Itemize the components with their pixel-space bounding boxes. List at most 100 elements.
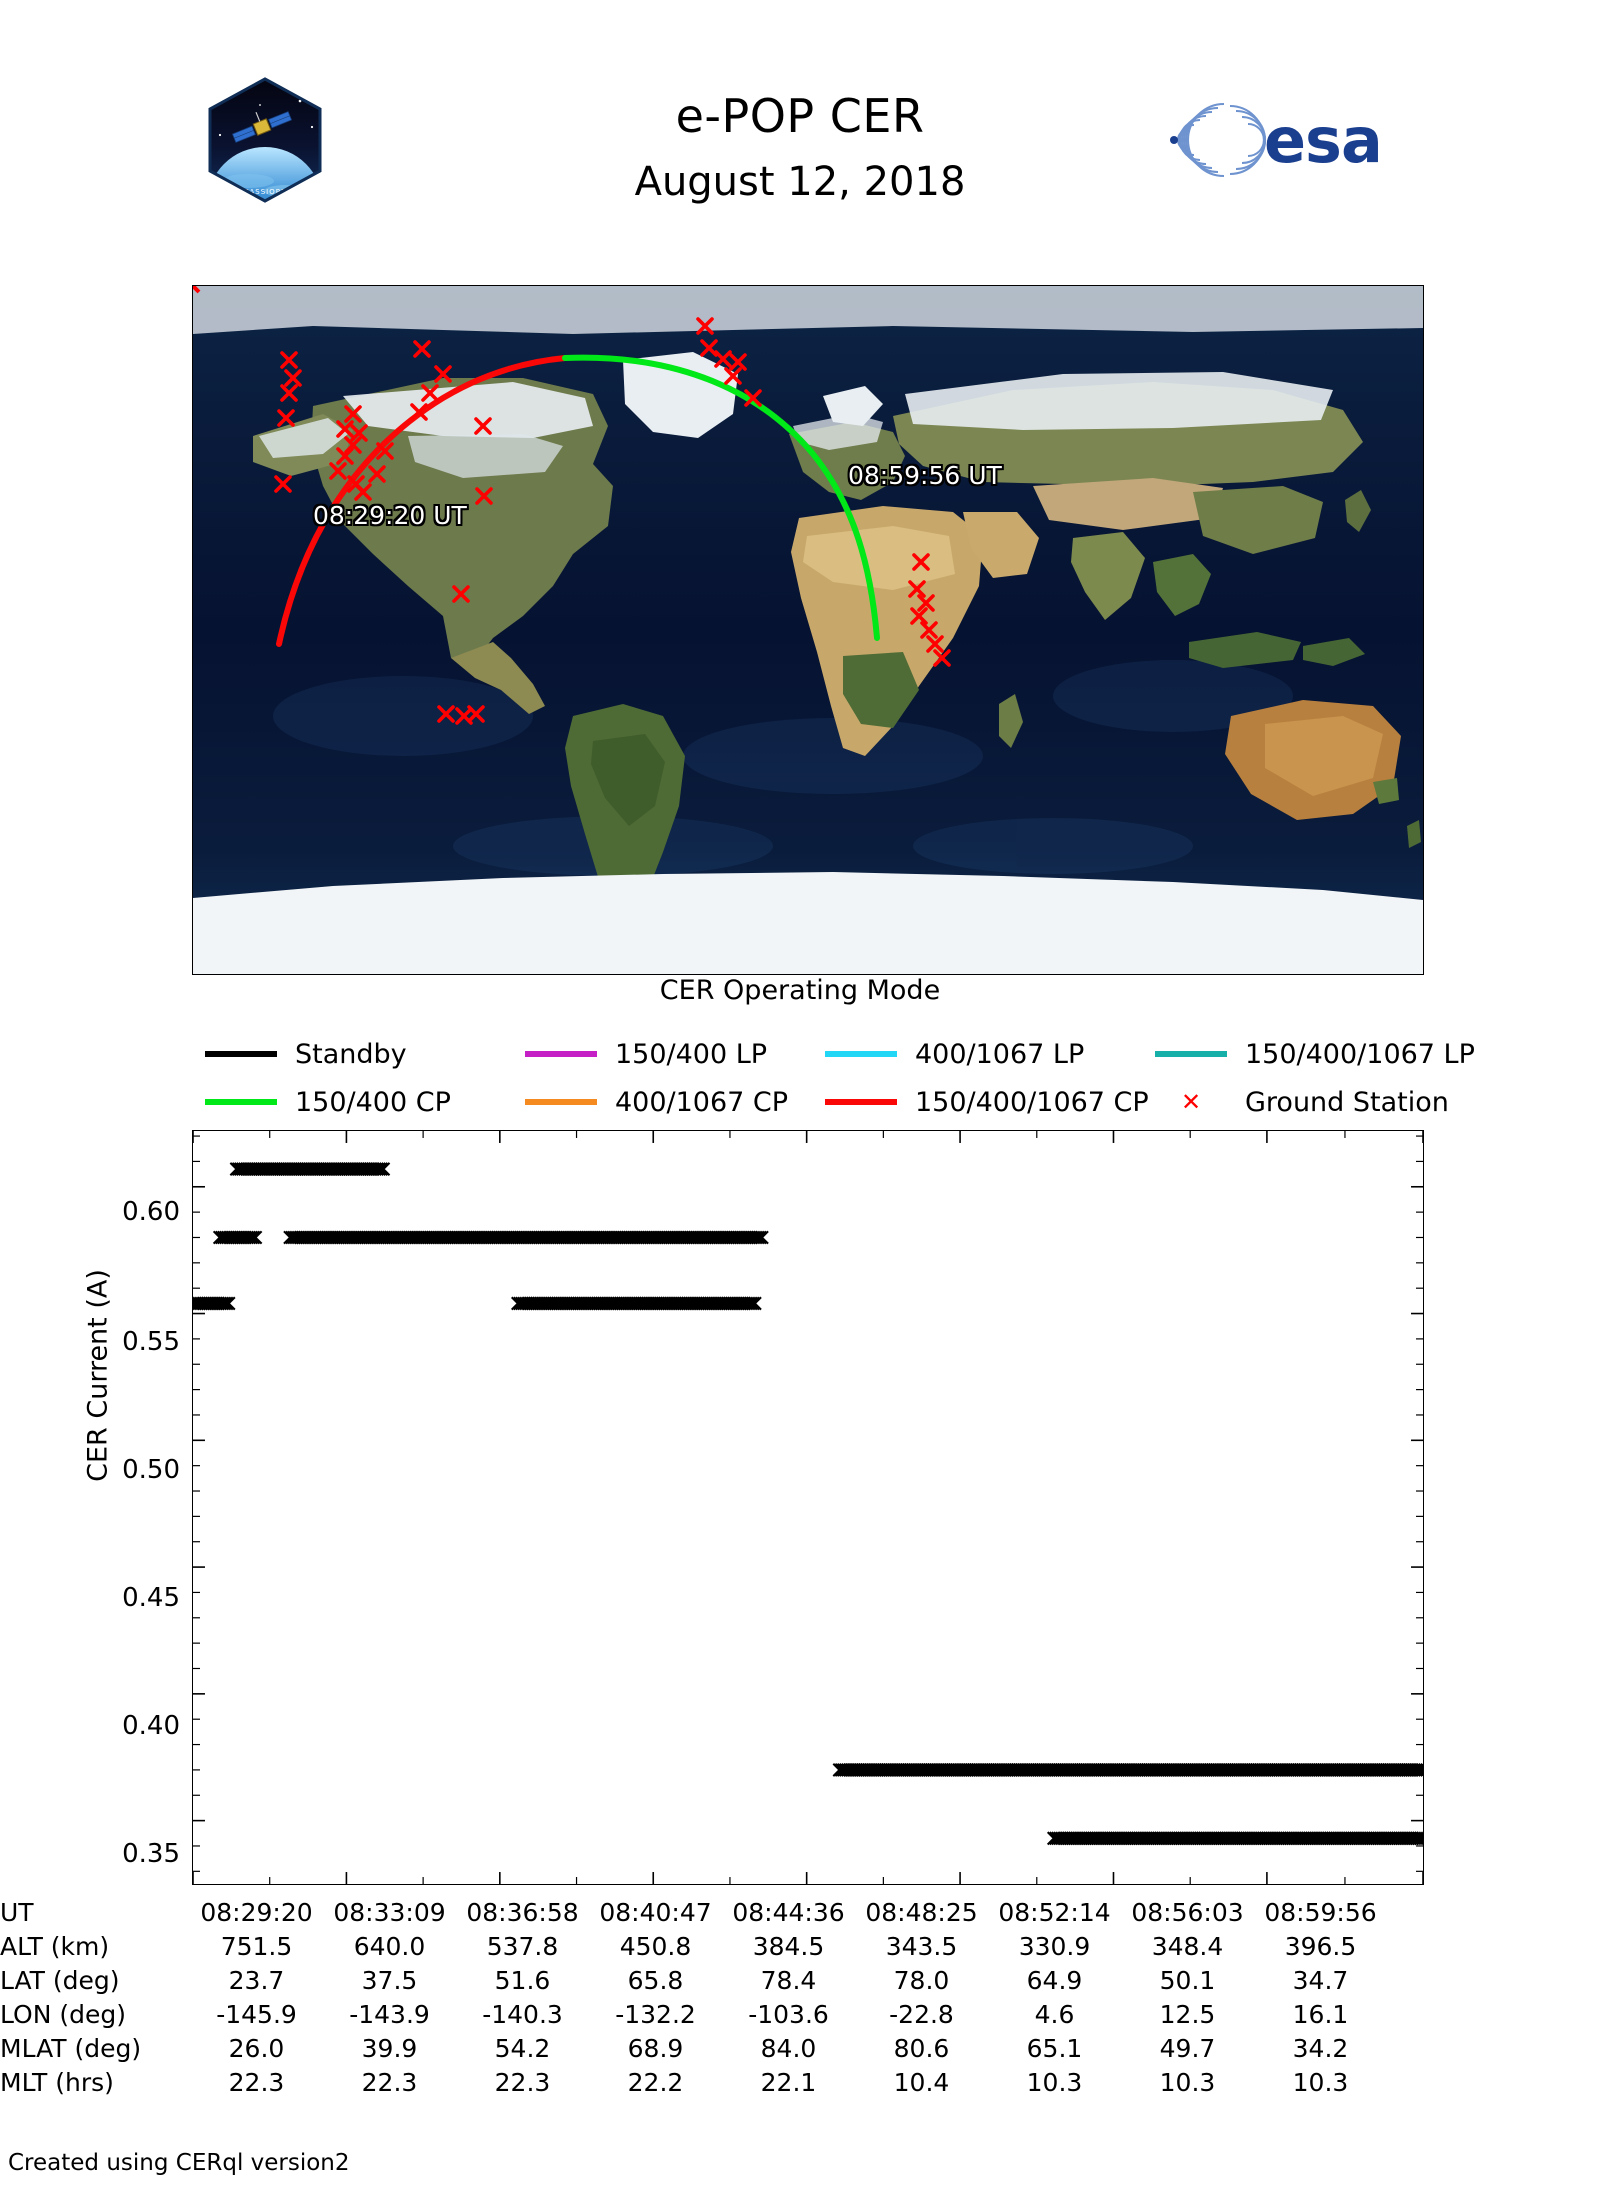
table-cell: 50.1: [1159, 1965, 1216, 1995]
table-row-label: MLAT (deg): [0, 2033, 142, 2063]
table-cell: 16.1: [1292, 1999, 1349, 2029]
legend-swatch-150-400-1067-lp: [1155, 1051, 1227, 1057]
cer-current-plot-svg: [193, 1131, 1423, 1884]
table-cell: 64.9: [1026, 1965, 1083, 1995]
ephemeris-table: UT 08:29:20 08:33:09 08:36:58 08:40:47 08:44:…: [0, 1895, 1600, 2099]
legend-item-150-400-lp[interactable]: 150/400 LP: [525, 1039, 825, 1070]
table-cell: 23.7: [228, 1965, 285, 1995]
page-date: August 12, 2018: [634, 159, 966, 205]
world-map-svg: [193, 286, 1423, 974]
table-cell: 08:48:25: [865, 1897, 978, 1927]
table-cell: -132.2: [615, 1999, 696, 2029]
legend-label-150-400-cp: 150/400 CP: [295, 1086, 451, 1118]
scatter-point: [743, 1296, 758, 1311]
table-row-label: LAT (deg): [0, 1965, 120, 1995]
legend-swatch-150-400-lp: [525, 1051, 597, 1057]
table-row-label: MLT (hrs): [0, 2067, 114, 2097]
world-map-panel[interactable]: 08:29:20 UT 08:59:56 UT: [192, 285, 1424, 975]
table-cell: 348.4: [1151, 1931, 1224, 1961]
table-cell: 10.4: [893, 2067, 950, 2097]
table-cell: 08:56:03: [1131, 1897, 1244, 1927]
table-row-label: UT: [0, 1897, 34, 1927]
table-cell: 450.8: [619, 1931, 692, 1961]
scatter-point: [754, 1230, 769, 1245]
legend-row-2: 150/400 CP 400/1067 CP 150/400/1067 CP ✕…: [205, 1078, 1449, 1126]
legend-row-1: Standby 150/400 LP 400/1067 LP 150/400/1…: [205, 1030, 1475, 1078]
table-cell: 78.0: [893, 1965, 950, 1995]
legend-swatch-150-400-1067-cp: [825, 1099, 897, 1105]
table-cell: 22.3: [494, 2067, 551, 2097]
table-cell: 39.9: [361, 2033, 418, 2063]
legend: Standby 150/400 LP 400/1067 LP 150/400/1…: [205, 1030, 1475, 1126]
scatter-point: [244, 1230, 259, 1245]
title-block: e-POP CER August 12, 2018: [400, 88, 1200, 208]
table-cell: 80.6: [893, 2033, 950, 2063]
page-header: CASSIOPE e-POP CER August 12, 2018: [0, 0, 1600, 210]
table-cell: 10.3: [1026, 2067, 1083, 2097]
scatter-point: [1409, 1762, 1423, 1777]
table-cell: 22.2: [627, 2067, 684, 2097]
table-cell: 08:52:14: [998, 1897, 1111, 1927]
table-row: MLAT (deg) 26.0 39.9 54.2 68.9 84.0 80.6 65.1 49…: [0, 2031, 1387, 2065]
scatter-points: [193, 1162, 1423, 1846]
scatter-point: [1411, 1831, 1423, 1846]
scatter-point: [376, 1162, 391, 1176]
table-cell: 54.2: [494, 2033, 551, 2063]
legend-item-ground-station[interactable]: ✕ Ground Station: [1155, 1087, 1449, 1118]
table-row-label: LON (deg): [0, 1999, 126, 2029]
table-row-label: ALT (km): [0, 1931, 110, 1961]
table-cell: 10.3: [1292, 2067, 1349, 2097]
table-cell: 12.5: [1159, 1999, 1216, 2029]
table-cell: 343.5: [885, 1931, 958, 1961]
table-cell: 84.0: [760, 2033, 817, 2063]
y-tick-0.45: 0.45: [122, 1583, 180, 1613]
table-cell: 34.2: [1292, 2033, 1349, 2063]
scatter-point: [372, 1162, 387, 1176]
table-cell: 22.1: [760, 2067, 817, 2097]
cer-current-plot[interactable]: [192, 1130, 1424, 1885]
table-cell: 68.9: [627, 2033, 684, 2063]
scatter-point: [219, 1296, 234, 1311]
table-cell: 384.5: [752, 1931, 825, 1961]
legend-item-400-1067-cp[interactable]: 400/1067 CP: [525, 1087, 825, 1118]
legend-item-150-400-1067-cp[interactable]: 150/400/1067 CP: [825, 1087, 1155, 1118]
table-row: LAT (deg) 23.7 37.5 51.6 65.8 78.4 78.0 64.9 50.…: [0, 1963, 1387, 1997]
footer-credit: Created using CERql version2: [8, 2150, 350, 2176]
table-cell: 26.0: [228, 2033, 285, 2063]
svg-text:esa: esa: [1264, 104, 1382, 177]
legend-item-400-1067-lp[interactable]: 400/1067 LP: [825, 1039, 1155, 1070]
scatter-point: [741, 1296, 756, 1311]
table-cell: 4.6: [1034, 1999, 1075, 2029]
svg-text:CASSIOPE: CASSIOPE: [244, 188, 287, 196]
table-cell: -103.6: [748, 1999, 829, 2029]
table-cell: 08:29:20: [200, 1897, 313, 1927]
table-cell: 65.8: [627, 1965, 684, 1995]
table-cell: 08:36:58: [466, 1897, 579, 1927]
legend-label-standby: Standby: [295, 1038, 407, 1070]
table-cell: 08:44:36: [732, 1897, 845, 1927]
table-cell: 49.7: [1159, 2033, 1216, 2063]
legend-swatch-400-1067-lp: [825, 1051, 897, 1057]
scatter-point: [748, 1230, 763, 1245]
ephemeris-table-element: UT 08:29:20 08:33:09 08:36:58 08:40:47 08:44:…: [0, 1895, 1387, 2099]
table-row: LON (deg) -145.9 -143.9 -140.3 -132.2 -103.6 -…: [0, 1997, 1387, 2031]
legend-item-150-400-cp[interactable]: 150/400 CP: [205, 1087, 525, 1118]
scatter-point: [750, 1230, 765, 1245]
y-tick-0.50: 0.50: [122, 1455, 180, 1485]
y-tick-0.40: 0.40: [122, 1711, 180, 1741]
legend-label-ground-station: Ground Station: [1245, 1086, 1449, 1118]
table-cell: 537.8: [486, 1931, 559, 1961]
page-title: e-POP CER: [675, 89, 925, 143]
table-row: ALT (km) 751.5 640.0 537.8 450.8 384.5 343.5 33…: [0, 1929, 1387, 1963]
legend-item-150-400-1067-lp[interactable]: 150/400/1067 LP: [1155, 1039, 1475, 1070]
table-cell: 37.5: [361, 1965, 418, 1995]
scatter-point: [1415, 1831, 1423, 1846]
legend-label-150-400-1067-lp: 150/400/1067 LP: [1245, 1038, 1475, 1070]
ground-station-x-icon: ✕: [1180, 1088, 1202, 1116]
scatter-point: [374, 1162, 389, 1176]
legend-swatch-400-1067-cp: [525, 1099, 597, 1105]
table-row: MLT (hrs) 22.3 22.3 22.3 22.2 22.1 10.4 10.3 10.…: [0, 2065, 1387, 2099]
legend-item-standby[interactable]: Standby: [205, 1039, 525, 1070]
table-cell: 330.9: [1018, 1931, 1091, 1961]
scatter-point: [1415, 1762, 1423, 1777]
